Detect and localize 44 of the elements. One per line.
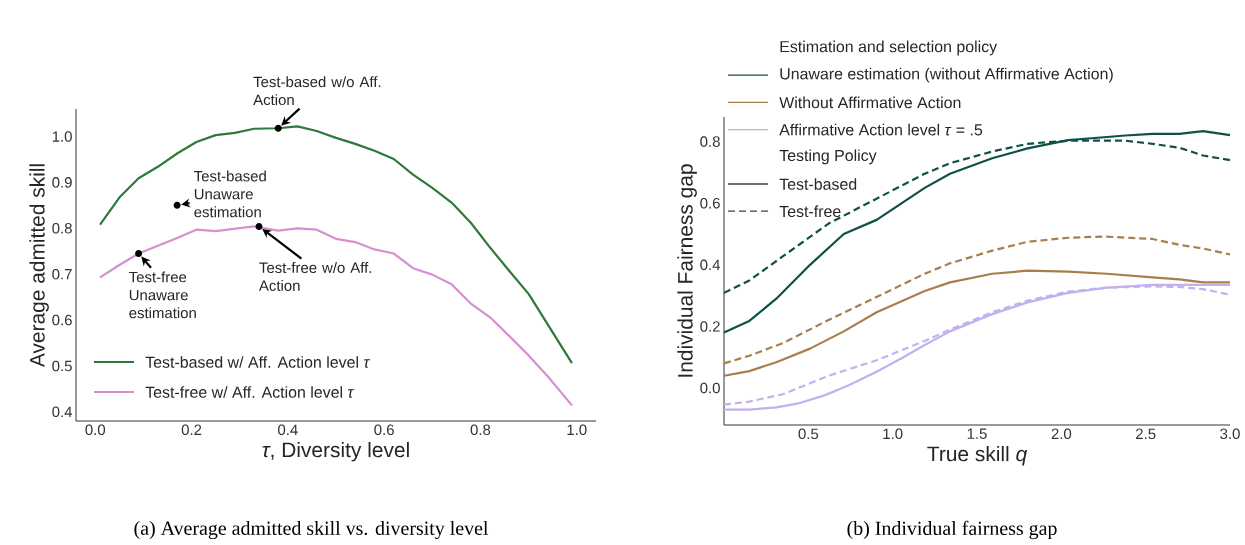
y-tick-label: 0.8 — [700, 136, 720, 147]
x-tick-label: 0.2 — [181, 424, 202, 436]
x-tick-label: 0.6 — [374, 424, 394, 436]
x-tick-label: 1.0 — [883, 428, 903, 440]
x-tick-label: 3.0 — [1220, 428, 1240, 440]
y-tick-label: 0.6 — [700, 197, 720, 209]
x-tick-label: 0.5 — [798, 428, 819, 440]
y-tick-label: 0.6 — [52, 314, 72, 326]
y-tick-label: 0.2 — [700, 321, 720, 332]
x-tick-label: 1.5 — [967, 428, 987, 439]
x-tick-label: 0.4 — [278, 424, 298, 436]
annotation: Testing Policy — [779, 149, 877, 165]
x-axis-title: True skill q — [927, 445, 1028, 466]
annotation: Test-free w/o Aff. Action — [258, 262, 372, 291]
x-axis-title: τ, Diversity level — [262, 441, 409, 462]
y-tick-label: 1.0 — [52, 131, 72, 142]
legend-label: Without Affirmative Action — [779, 96, 961, 109]
x-tick-label: 2.5 — [1136, 428, 1156, 440]
text: (b) Individual fairness gap — [847, 520, 1057, 540]
x-tick-label: 2.0 — [1051, 428, 1072, 440]
annotation: Test-based w/o Aff. Action — [253, 76, 381, 106]
legend-label: Test-free w/ Aff. Action level τ — [145, 386, 355, 398]
line-series — [722, 269, 1232, 377]
text: (a) Average admitted skill vs. diversity level — [134, 520, 489, 540]
x-tick-label: 1.0 — [567, 424, 587, 436]
x-tick-label: 0.0 — [85, 424, 106, 436]
annotation: Test-based Unaware estimation — [194, 170, 266, 218]
legend-title: Estimation and selection policy — [780, 40, 998, 56]
annotation: Test-based — [779, 178, 857, 190]
y-axis-title: Average admitted skill — [29, 164, 49, 368]
legend-label: Affirmative Action level τ = .5 — [779, 123, 983, 136]
x-tick-label: 0.8 — [470, 424, 491, 436]
legend-label: Unaware estimation (without Affirmative Action) — [780, 67, 1113, 83]
legend-label: Test-based w/ Aff. Action level τ — [145, 356, 371, 368]
y-tick-label: 0.9 — [52, 177, 72, 188]
y-axis-title: Individual Fairness gap — [677, 164, 697, 377]
y-tick-label: 0.8 — [52, 223, 72, 234]
annotation: Test-free Unaware estimation — [129, 271, 196, 319]
annotation: Test-free — [779, 205, 841, 218]
y-tick-label: 0.4 — [52, 406, 73, 418]
y-tick-label: 0.4 — [700, 259, 721, 271]
y-tick-label: 0.7 — [52, 268, 72, 280]
y-tick-label: 0.5 — [52, 360, 72, 372]
y-tick-label: 0.0 — [700, 382, 720, 394]
